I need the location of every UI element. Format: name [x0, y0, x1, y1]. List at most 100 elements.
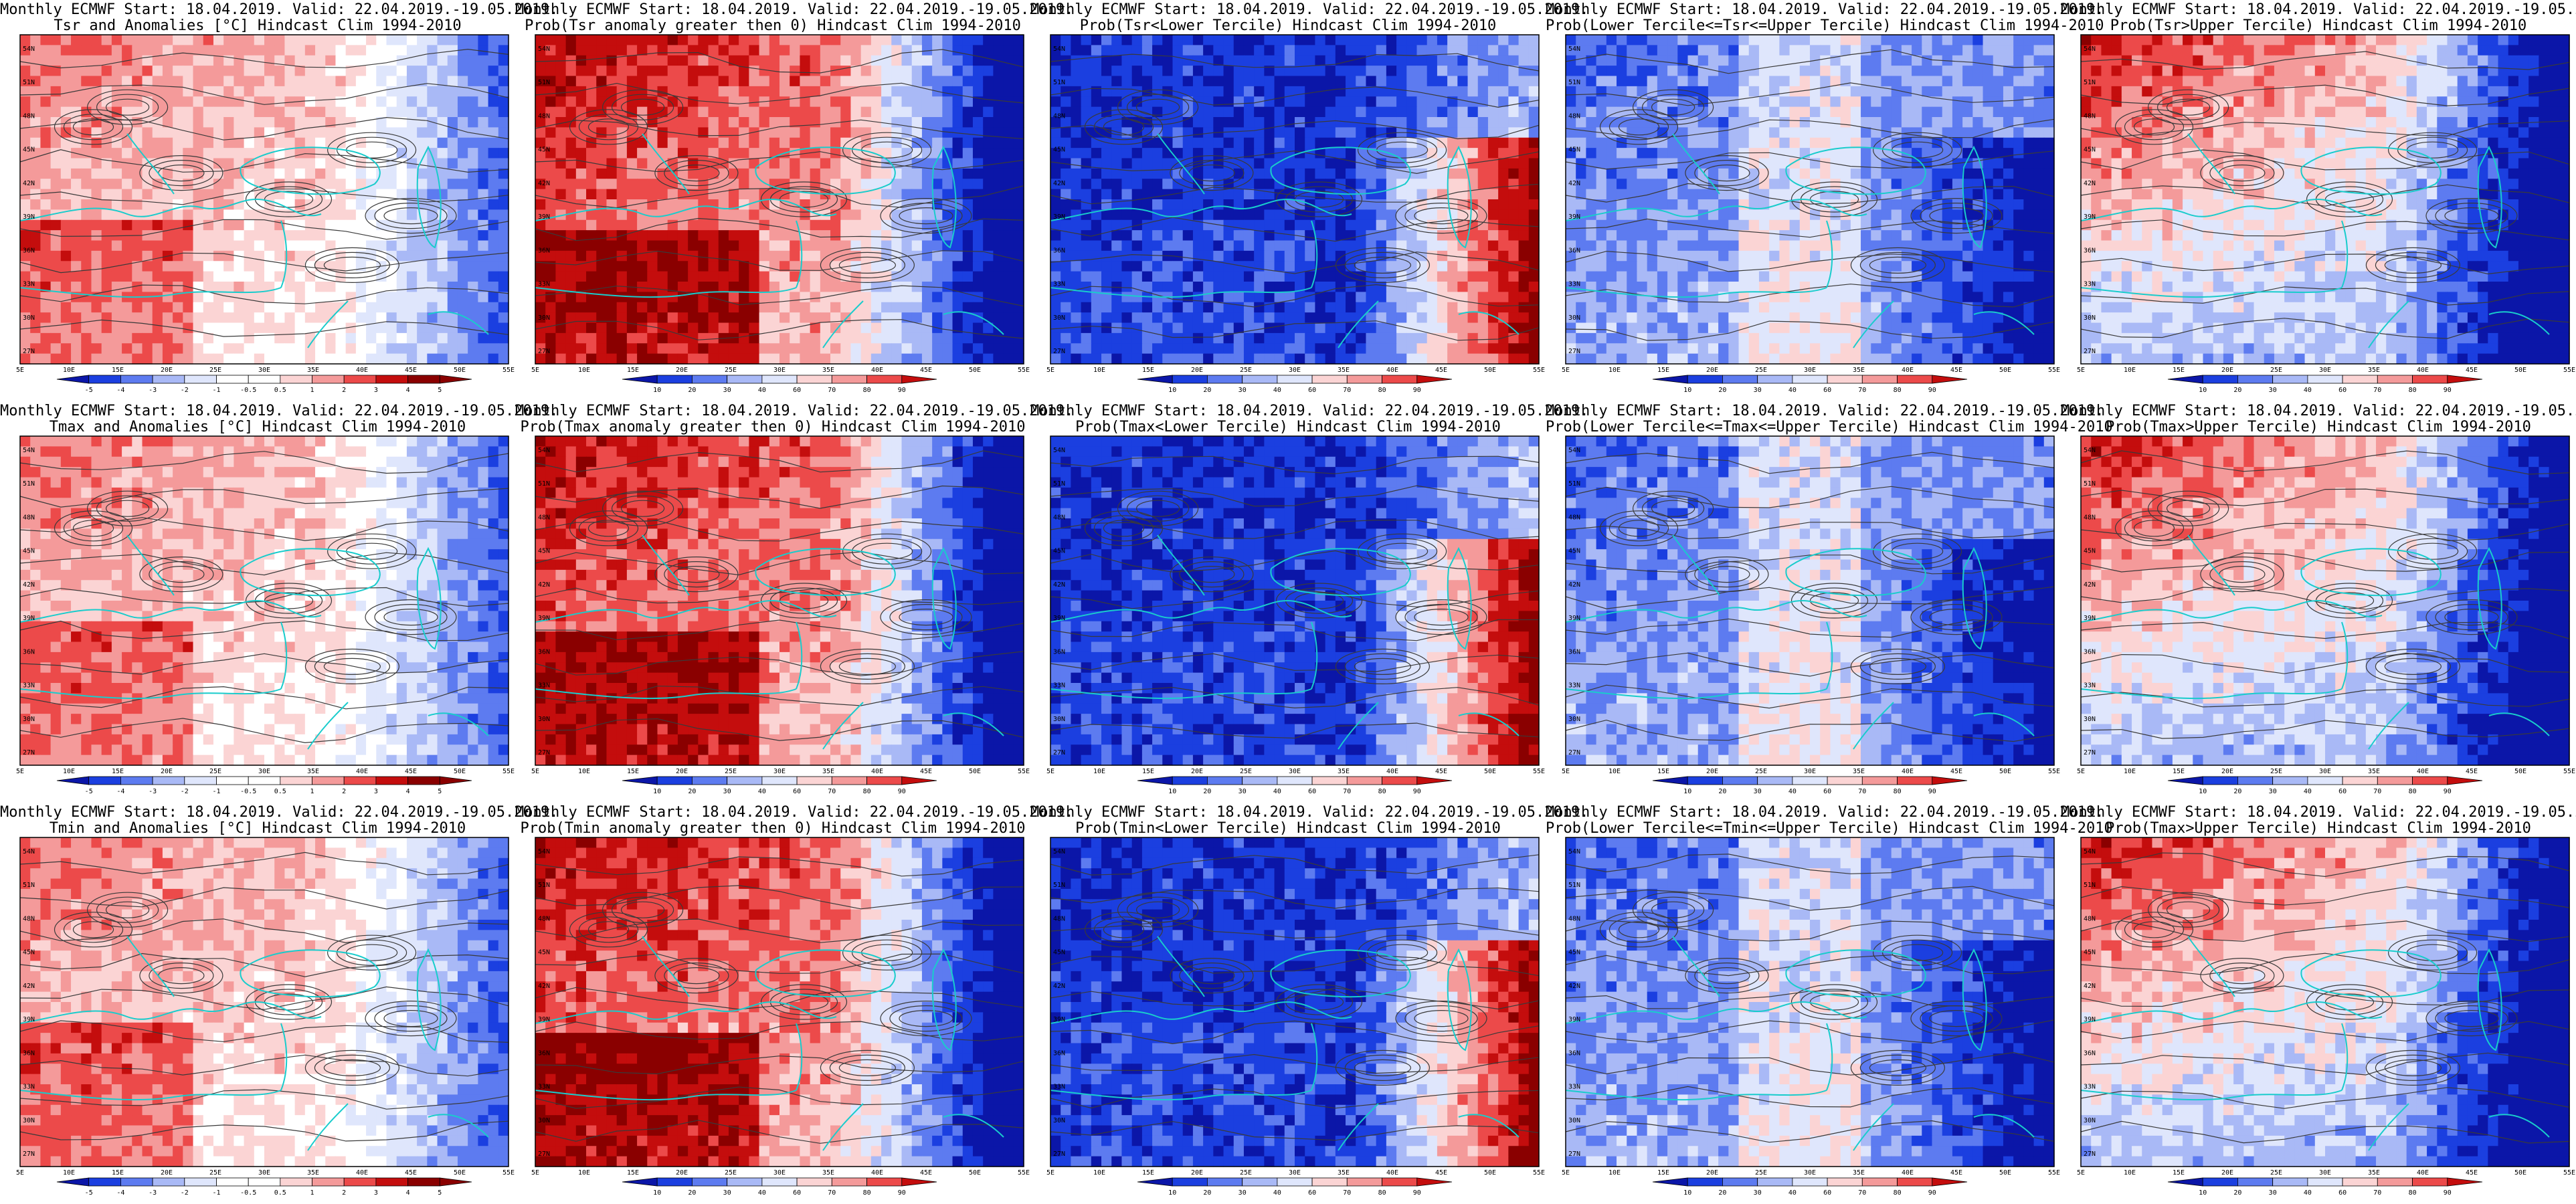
field-cell [932, 66, 943, 77]
field-cell [1366, 137, 1377, 148]
field-cell [1264, 312, 1275, 324]
field-cell [213, 158, 224, 169]
field-cell [637, 137, 648, 148]
field-cell [1376, 353, 1387, 365]
field-cell [355, 117, 367, 128]
field-cell [1356, 96, 1367, 108]
field-cell [1111, 240, 1123, 252]
field-cell [1508, 282, 1520, 292]
field-cell [457, 168, 468, 179]
field-cell [447, 353, 458, 365]
field-cell [1071, 137, 1082, 148]
field-cell [677, 332, 688, 344]
field-cell [657, 96, 668, 108]
topography-contour [54, 109, 133, 145]
field-cell [173, 302, 183, 313]
field-cell [1141, 353, 1153, 365]
field-cell [1356, 199, 1367, 210]
field-cell [810, 106, 821, 118]
field-cell [1152, 168, 1163, 179]
field-cell [152, 219, 163, 231]
field-cell [386, 106, 397, 118]
field-cell [850, 168, 862, 179]
field-cell [972, 261, 984, 272]
topography-contour [139, 155, 223, 191]
field-cell [1091, 35, 1102, 45]
field-cell [1477, 55, 1489, 66]
field-cell [1013, 96, 1024, 108]
field-cell [891, 76, 903, 87]
field-cell [820, 199, 831, 210]
field-cell [274, 343, 286, 355]
field-cell [1406, 282, 1418, 292]
field-cell [962, 322, 974, 334]
field-cell [1213, 332, 1224, 344]
field-cell [1233, 117, 1245, 128]
field-cell [688, 302, 699, 313]
field-cell [1305, 353, 1316, 365]
field-cell [234, 322, 245, 334]
field-cell [1003, 55, 1014, 66]
field-cell [1325, 312, 1336, 324]
field-cell [739, 343, 749, 355]
field-cell [952, 292, 963, 303]
field-cell [315, 86, 326, 97]
field-cell [1305, 45, 1316, 56]
field-cell [366, 45, 377, 56]
field-cell [952, 168, 963, 179]
field-cell [396, 117, 407, 128]
field-cell [972, 86, 984, 97]
field-cell [101, 148, 112, 159]
field-cell [488, 35, 499, 45]
field-cell [142, 137, 153, 148]
field-cell [152, 292, 163, 303]
field-cell [565, 312, 577, 324]
field-cell [1566, 45, 1576, 56]
field-cell [294, 55, 306, 66]
field-cell [1518, 250, 1530, 262]
field-cell [596, 332, 608, 344]
field-cell [921, 66, 933, 77]
field-cell [193, 45, 204, 56]
field-cell [193, 209, 204, 221]
field-cell [244, 343, 255, 355]
field-cell [1121, 127, 1133, 138]
field-cell [952, 148, 963, 159]
field-cell [606, 137, 618, 148]
field-cell [911, 127, 923, 138]
field-cell [1315, 96, 1326, 108]
field-cell [162, 86, 173, 97]
field-cell [335, 332, 347, 344]
field-cell [50, 271, 62, 282]
longitude-label: 5E [16, 367, 24, 374]
field-cell [942, 302, 953, 313]
field-cell [1356, 35, 1367, 45]
field-cell [223, 312, 234, 324]
field-cell [769, 35, 780, 45]
field-cell [688, 343, 699, 355]
latitude-label: 36N [23, 247, 35, 254]
field-cell [264, 353, 275, 365]
field-cell [1213, 86, 1224, 97]
field-cell [315, 76, 326, 87]
field-cell [1437, 35, 1448, 45]
latitude-label: 42N [23, 180, 35, 187]
field-cell [1061, 240, 1072, 252]
field-cell [20, 312, 31, 324]
field-cell [122, 96, 132, 108]
field-cell [81, 219, 92, 231]
field-cell [535, 353, 546, 365]
field-cell [325, 282, 337, 292]
field-cell [81, 148, 92, 159]
field-cell [749, 106, 760, 118]
field-cell [647, 332, 658, 344]
field-cell [1121, 179, 1133, 190]
field-cell [1013, 199, 1024, 210]
field-cell [616, 332, 628, 344]
field-cell [376, 66, 387, 77]
field-cell [183, 353, 194, 365]
field-cell [1013, 250, 1024, 262]
field-cell [294, 292, 306, 303]
legend-swatch [901, 375, 937, 384]
